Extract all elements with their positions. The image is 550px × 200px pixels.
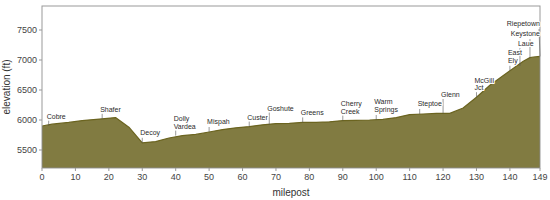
x-tick — [242, 168, 243, 171]
x-tick — [540, 168, 541, 171]
annotation-label: Steptoe — [418, 100, 442, 108]
x-tick-label: 70 — [271, 172, 281, 182]
annotation-label: Greens — [301, 109, 324, 116]
annotation-label: Riepetown — [507, 20, 540, 28]
y-tick-label: 6000 — [17, 115, 37, 125]
x-tick — [443, 168, 444, 171]
x-tick-label: 149 — [532, 172, 547, 182]
x-tick-label: 140 — [502, 172, 517, 182]
annotation-label: McGillJct — [474, 77, 494, 92]
annotation-label: Glenn — [441, 91, 460, 98]
plot-frame — [42, 6, 540, 168]
y-tick — [39, 30, 42, 31]
y-tick-label: 7000 — [17, 55, 37, 65]
x-tick-label: 50 — [204, 172, 214, 182]
annotation-leader — [175, 131, 176, 136]
x-tick — [142, 168, 143, 171]
annotation: Goshute — [267, 105, 294, 112]
annotation-label: Goshute — [267, 105, 294, 112]
annotation: Greens — [301, 109, 324, 116]
y-tick-label: 7500 — [17, 25, 37, 35]
annotations: Cobre Shafer Decoy DollyVardea Mispah Custer G… — [47, 20, 540, 137]
annotation-leader — [302, 117, 303, 122]
x-tick — [42, 168, 43, 171]
x-tick — [309, 168, 310, 171]
y-tick — [39, 90, 42, 91]
annotation-label: Laue — [518, 40, 534, 47]
annotation-label: CherryCreek — [341, 100, 363, 115]
annotation-leader — [419, 109, 420, 114]
annotation-leaders — [49, 29, 540, 143]
annotation-leader — [269, 113, 270, 125]
annotation: WarmSprings — [374, 98, 398, 114]
annotation-leader — [142, 138, 143, 143]
annotation-label: WarmSprings — [374, 98, 398, 114]
annotation-leader — [443, 99, 444, 113]
annotation: Custer — [247, 114, 268, 121]
annotation: Shafer — [100, 106, 121, 113]
x-tick-label: 60 — [238, 172, 248, 182]
annotation: Laue — [518, 40, 534, 47]
chart: 0 10 20 30 40 50 60 70 80 90 100 110 120 130 140 149 550… — [0, 0, 550, 200]
annotation-label: Decoy — [140, 129, 160, 137]
annotation-leader — [376, 115, 377, 120]
x-tick — [75, 168, 76, 171]
annotation-label: Shafer — [100, 106, 121, 113]
annotation: Steptoe — [418, 100, 442, 108]
x-tick — [209, 168, 210, 171]
x-tick — [509, 168, 510, 171]
x-tick-label: 0 — [39, 172, 44, 182]
x-tick — [108, 168, 109, 171]
plot-area — [42, 56, 540, 168]
y-tick-label: 5500 — [17, 145, 37, 155]
annotation-label: DollyVardea — [174, 115, 196, 130]
x-tick — [275, 168, 276, 171]
annotation-leader — [476, 92, 477, 97]
annotation-label: Custer — [247, 114, 268, 121]
annotation-leader — [342, 116, 343, 121]
x-tick-label: 110 — [402, 172, 416, 182]
annotation: CherryCreek — [341, 100, 363, 115]
annotation-leader — [249, 122, 250, 127]
x-tick — [409, 168, 410, 171]
annotation: Riepetown — [507, 20, 540, 28]
x-tick-label: 20 — [104, 172, 114, 182]
annotation-leader — [102, 114, 103, 119]
annotation-label: EastEly — [508, 49, 522, 65]
annotation-leader — [48, 121, 49, 126]
x-tick-label: 90 — [338, 172, 348, 182]
x-tick — [175, 168, 176, 171]
annotation: Decoy — [140, 129, 160, 137]
y-tick — [39, 150, 42, 151]
annotation: DollyVardea — [174, 115, 196, 130]
annotation-leader — [509, 66, 510, 71]
annotation: Cobre — [47, 113, 66, 120]
x-tick-label: 130 — [469, 172, 484, 182]
annotation: McGillJct — [474, 77, 494, 92]
x-tick — [476, 168, 477, 171]
annotation: Keystone — [511, 30, 540, 38]
annotation-leader — [209, 127, 210, 132]
annotation: Mispah — [207, 118, 230, 126]
x-tick-label: 10 — [70, 172, 80, 182]
x-tick — [376, 168, 377, 171]
annotation-label: Keystone — [511, 30, 540, 38]
x-tick-label: 40 — [171, 172, 181, 182]
elevation-area — [42, 56, 540, 168]
x-tick-label: 30 — [137, 172, 147, 182]
y-tick — [39, 60, 42, 61]
annotation-label: Cobre — [47, 113, 66, 120]
x-tick — [342, 168, 343, 171]
annotation: Glenn — [441, 91, 460, 98]
y-axis-label: elevation (ft) — [1, 59, 12, 114]
x-axis-label: milepost — [272, 187, 309, 198]
x-tick-label: 120 — [436, 172, 451, 182]
x-tick-label: 100 — [369, 172, 384, 182]
y-tick-label: 6500 — [17, 85, 37, 95]
annotation: EastEly — [508, 49, 522, 65]
annotation-label: Mispah — [207, 118, 230, 126]
y-tick — [39, 120, 42, 121]
x-tick-label: 80 — [304, 172, 314, 182]
